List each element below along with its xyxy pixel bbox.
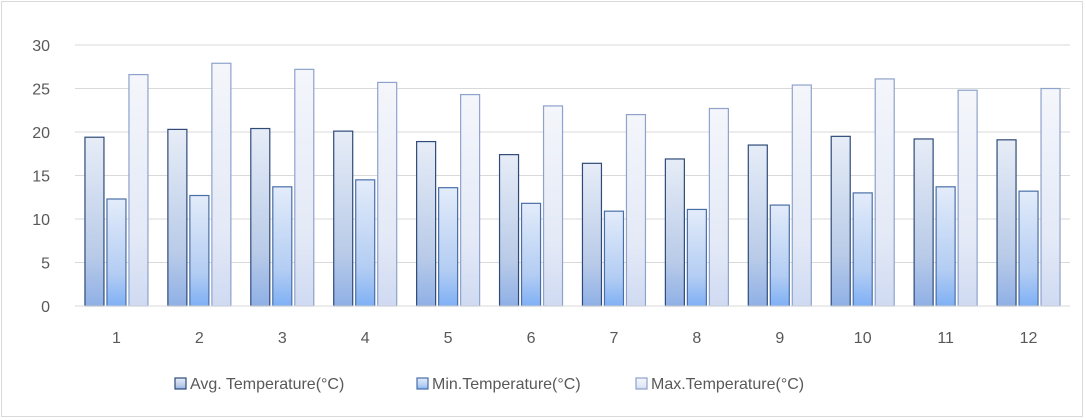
bar-avg-6 [498, 154, 520, 307]
bar-avg-12 [996, 139, 1017, 307]
bar-max-6 [542, 105, 564, 307]
y-tick-label: 25 [32, 82, 50, 99]
x-tick-label: 4 [361, 330, 370, 347]
x-tick-label: 2 [195, 330, 204, 347]
x-tick-label: 8 [692, 330, 701, 347]
bar-min-2 [189, 194, 210, 307]
bar-max-1 [128, 73, 149, 307]
legend-label-min: Min.Temperature(°C) [432, 376, 581, 393]
bar-max-5 [460, 93, 481, 307]
bar-max-3 [294, 68, 315, 307]
x-tick-label: 10 [854, 330, 872, 347]
bar-min-5 [438, 187, 459, 307]
x-tick-label: 3 [278, 330, 287, 347]
bar-min-12 [1018, 190, 1039, 307]
y-tick-label: 15 [32, 169, 50, 186]
bar-max-8 [708, 107, 729, 307]
y-axis: 0 5 10 15 20 25 30 [32, 38, 50, 316]
bar-max-10 [874, 78, 895, 307]
bar-avg-2 [167, 128, 188, 307]
bar-min-3 [272, 186, 293, 307]
y-tick-label: 5 [41, 256, 50, 273]
x-tick-label: 1 [112, 330, 121, 347]
bar-avg-10 [830, 135, 851, 307]
bar-max-12 [1040, 87, 1061, 307]
bar-max-2 [211, 62, 232, 307]
bar-min-8 [686, 208, 707, 307]
bars [84, 62, 1061, 307]
bar-avg-1 [84, 136, 105, 307]
y-tick-label: 0 [41, 299, 50, 316]
bar-avg-7 [581, 162, 603, 307]
bar-min-6 [520, 202, 542, 307]
legend-label-avg: Avg. Temperature(°C) [190, 376, 344, 393]
y-tick-label: 10 [32, 212, 50, 229]
bar-min-9 [769, 204, 790, 307]
bar-min-7 [603, 210, 625, 307]
y-tick-label: 30 [32, 38, 50, 55]
y-tick-label: 20 [32, 125, 50, 142]
bar-avg-11 [913, 138, 934, 307]
x-tick-label: 6 [527, 330, 536, 347]
bar-avg-9 [747, 144, 768, 307]
x-tick-label: 11 [937, 330, 954, 347]
bar-max-7 [625, 113, 647, 307]
bar-max-11 [957, 89, 978, 307]
x-axis: 1 2 3 4 5 6 7 8 9 10 11 12 [75, 305, 1070, 347]
bar-avg-8 [664, 158, 685, 307]
bar-avg-3 [250, 127, 271, 307]
bar-avg-4 [333, 130, 354, 307]
x-tick-label: 5 [444, 330, 453, 347]
bar-min-10 [852, 192, 873, 307]
x-tick-label: 7 [610, 330, 619, 347]
bar-avg-5 [416, 140, 437, 307]
bar-min-1 [106, 198, 127, 307]
bar-max-4 [377, 81, 398, 307]
x-tick-label: 9 [775, 330, 784, 347]
x-tick-label: 12 [1020, 330, 1038, 347]
legend-label-max: Max.Temperature(°C) [651, 376, 804, 393]
bar-min-4 [355, 179, 376, 307]
legend-swatch-min [416, 377, 429, 390]
legend-swatch-avg [174, 377, 187, 390]
legend-swatch-max [635, 377, 648, 390]
legend: Avg. Temperature(°C) Min.Temperature(°C) M… [174, 376, 804, 393]
bar-max-9 [791, 84, 812, 307]
bar-min-11 [935, 186, 956, 307]
